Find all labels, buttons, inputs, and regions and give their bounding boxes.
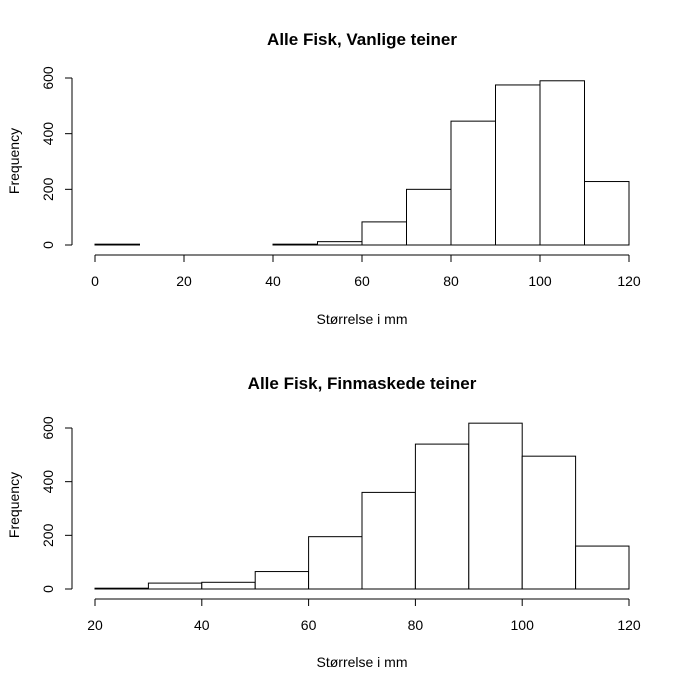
histogram-panel-finmaskede: Alle Fisk, Finmaskede teiner Størrelse i… [6,374,641,670]
histogram-bar [575,545,630,590]
y-tick-label: 400 [40,470,56,494]
y-axis-label: Frequency [6,128,22,194]
histogram-bar [94,243,140,246]
x-tick-label: 60 [301,617,317,633]
y-axis: 0 200 400 600 [40,416,73,593]
x-axis: 0 20 40 60 80 100 120 [91,254,641,289]
y-tick-label: 600 [40,416,56,440]
histogram-bar [94,587,149,590]
histogram-panel-vanlige: Alle Fisk, Vanlige teiner Størrelse i mm… [6,30,641,327]
histogram-bar [450,120,496,246]
x-tick-label: 120 [617,617,641,633]
x-tick-label: 80 [408,617,424,633]
x-axis-label: Størrelse i mm [317,311,408,327]
x-tick-label: 20 [176,273,192,289]
histogram-bar [254,571,310,590]
y-axis-label: Frequency [6,472,22,538]
x-axis: 20 40 60 80 100 120 [87,598,641,633]
histogram-bar [414,443,470,590]
histogram-bar [361,221,407,246]
x-tick-label: 0 [91,273,99,289]
histogram-bar [201,581,256,590]
x-axis-label: Størrelse i mm [317,654,408,670]
y-tick-label: 0 [40,241,56,249]
x-tick-label: 60 [354,273,370,289]
y-tick-label: 200 [40,523,56,547]
histogram-bar [468,422,523,590]
x-tick-label: 100 [528,273,552,289]
bars [94,80,630,246]
histogram-bar [584,181,630,246]
x-tick-label: 120 [617,273,641,289]
chart-title: Alle Fisk, Finmaskede teiner [248,374,477,393]
histogram-bar [539,80,585,246]
chart-title: Alle Fisk, Vanlige teiner [267,30,457,49]
x-tick-label: 100 [511,617,535,633]
y-tick-label: 0 [40,585,56,593]
histogram-bar [308,536,363,590]
histogram-bar [272,243,318,246]
x-tick-label: 20 [87,617,103,633]
histogram-bar [521,455,577,590]
histogram-bar [147,582,203,590]
bars [94,422,630,590]
y-axis: 0 200 400 600 [40,66,73,249]
x-tick-label: 40 [194,617,210,633]
y-tick-label: 200 [40,177,56,201]
histogram-bar [317,241,363,246]
x-tick-label: 80 [443,273,459,289]
histogram-bar [495,84,541,246]
y-tick-label: 600 [40,66,56,90]
histogram-bar [406,188,452,246]
histogram-bar [361,491,416,590]
x-tick-label: 40 [265,273,281,289]
y-tick-label: 400 [40,122,56,146]
